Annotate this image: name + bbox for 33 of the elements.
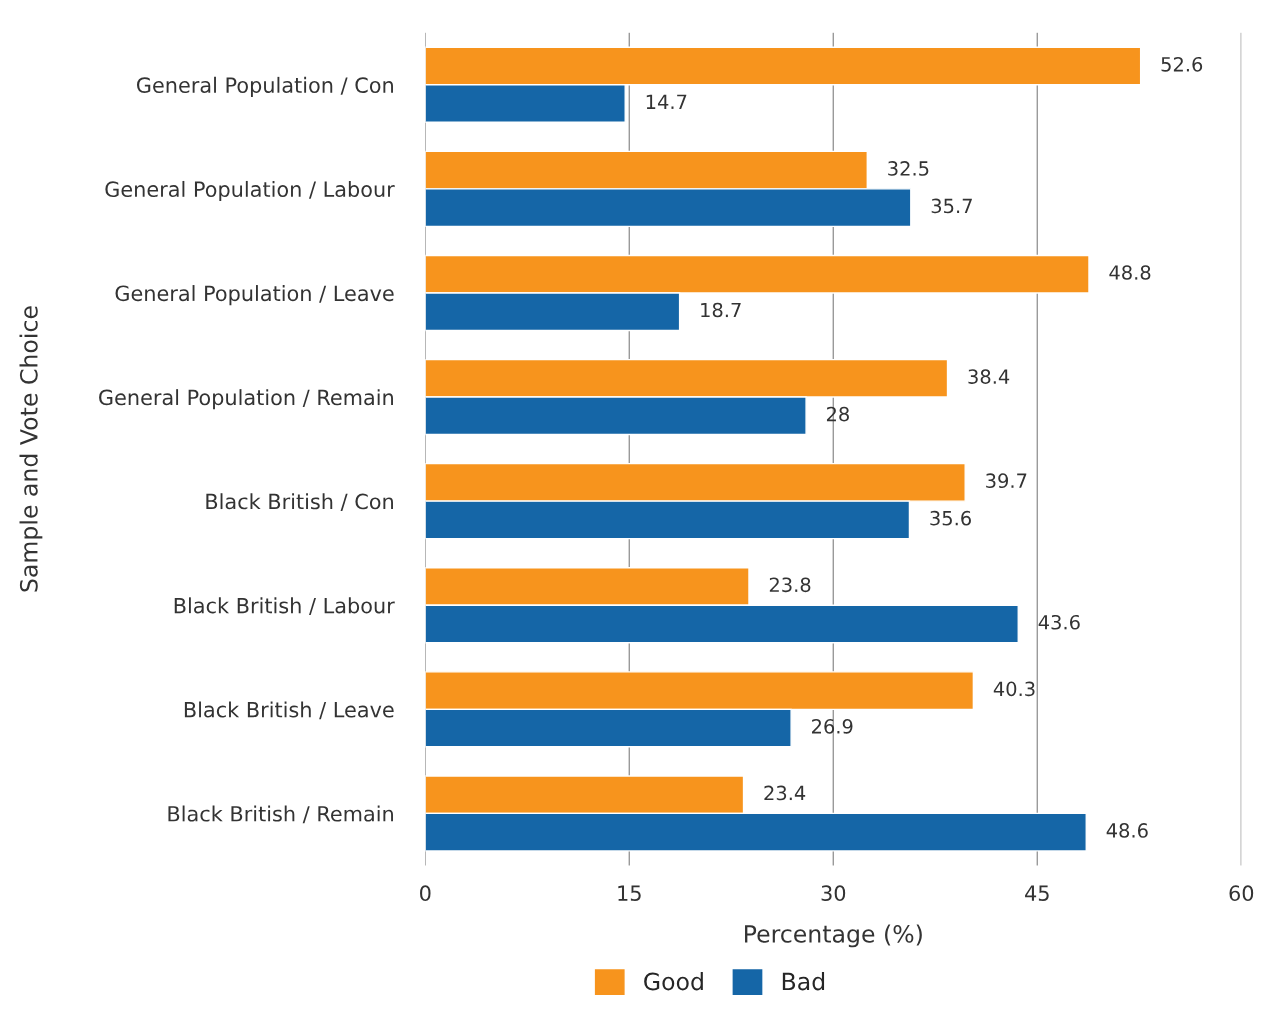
y-tick-label: Black British / Leave: [184, 701, 394, 720]
y-axis-title: Sample and Vote Choice: [19, 306, 43, 592]
y-tick-label: General Population / Con: [136, 76, 393, 98]
data-label: 26.9: [812, 718, 853, 734]
data-label: 52.6: [1161, 56, 1203, 72]
x-tick-label: 30: [821, 885, 846, 902]
y-tick-label: Black British / Remain: [168, 805, 393, 824]
y-tick-label: General Population / Remain: [99, 389, 393, 410]
data-label: 32.5: [888, 161, 929, 176]
x-axis-title: Percentage (%): [745, 924, 922, 948]
data-label: 14.7: [646, 94, 687, 109]
data-label: 38.4: [968, 369, 1010, 384]
y-tick-label: General Population / Labour: [105, 180, 395, 202]
y-tick-label: Black British / Con: [206, 493, 393, 511]
data-label: 23.8: [769, 577, 811, 593]
data-label: 39.7: [986, 473, 1027, 489]
data-label: 18.7: [701, 302, 741, 318]
y-tick-label: Black British / Labour: [174, 597, 395, 616]
legend-label: Bad: [782, 972, 825, 991]
data-label: 35.6: [930, 510, 971, 526]
data-label: 35.7: [931, 198, 972, 214]
data-label: 28: [826, 406, 849, 422]
data-label: 48.8: [1109, 265, 1151, 280]
data-label: 48.6: [1106, 823, 1148, 838]
x-tick-label: 60: [1229, 885, 1254, 902]
x-tick-label: 45: [1025, 885, 1049, 902]
data-label: 40.3: [993, 681, 1035, 697]
y-tick-label: General Population / Leave: [115, 285, 394, 306]
x-tick-label: 15: [618, 885, 641, 902]
legend-label: Good: [644, 972, 703, 991]
data-label: 43.6: [1038, 614, 1080, 630]
data-label: 23.4: [764, 785, 806, 801]
x-tick-label: 0: [420, 885, 431, 902]
